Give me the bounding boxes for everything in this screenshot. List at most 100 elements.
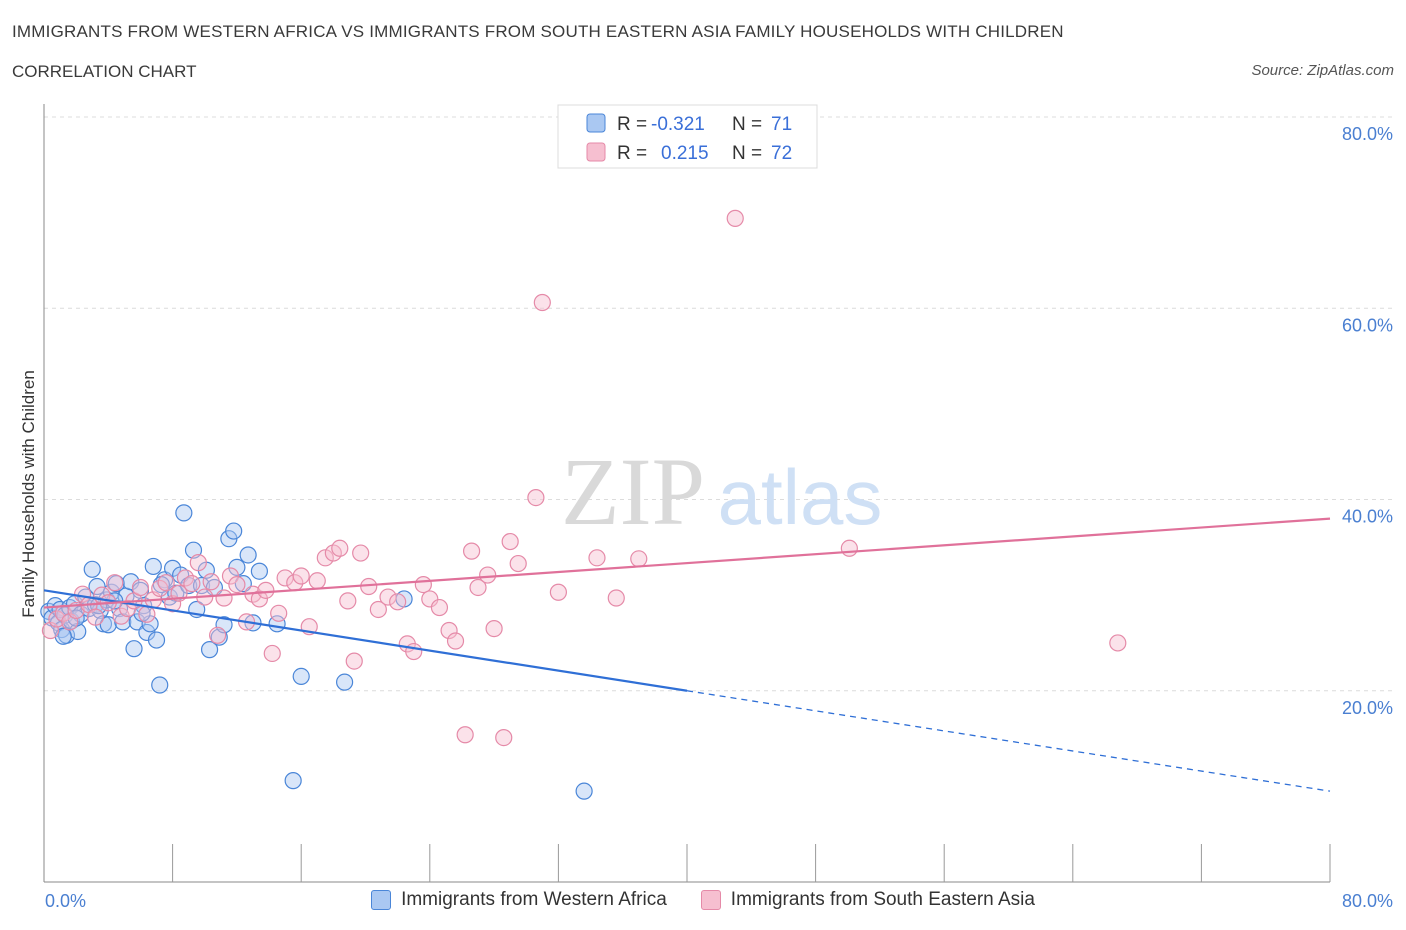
point-south-eastern-asia [462,542,481,560]
x-tick-label-max: 80.0% [1342,891,1393,911]
point-south-eastern-asia [215,589,233,607]
point-south-eastern-asia [86,608,105,626]
point-south-eastern-asia [379,588,397,606]
point-south-eastern-asia [421,590,439,608]
stats-r-value-2: 0.215 [661,143,709,164]
point-south-eastern-asia [221,567,240,585]
trend-lines [43,517,1331,792]
point-south-eastern-asia [414,576,432,594]
point-western-africa [239,546,257,564]
stats-n-value-2: 72 [771,143,792,164]
y-tick-label: 60.0% [1342,315,1393,335]
y-tick-label: 20.0% [1342,698,1393,718]
point-south-eastern-asia [495,729,513,747]
series-legend: Immigrants from Western Africa Immigrant… [0,889,1406,911]
point-western-africa [292,667,310,686]
point-south-eastern-asia [485,619,503,638]
point-south-eastern-asia [228,576,246,594]
point-south-eastern-asia [549,583,568,601]
point-south-eastern-asia [527,488,545,507]
x-tick-label-min: 0.0% [45,891,86,911]
stats-n-label-2: N = [732,143,762,164]
stats-legend: R = -0.321 N = 71 R = 0.215 N = 72 [557,104,818,169]
trend-line-south-eastern-asia [43,517,1331,609]
point-south-eastern-asia [509,554,527,573]
point-western-africa [200,641,219,659]
stats-n-value-1: 71 [771,114,792,135]
y-tick-labels: 20.0% 40.0% 60.0% 80.0% [1342,124,1393,718]
legend-label-south-eastern-asia: Immigrants from South Eastern Asia [730,889,1035,910]
point-western-africa [215,616,233,634]
point-south-eastern-asia [533,293,551,312]
point-western-africa [88,577,106,596]
point-south-eastern-asia [183,575,201,593]
point-western-africa [234,575,252,593]
legend-item-south-eastern-asia: Immigrants from South Eastern Asia [700,889,1035,911]
point-south-eastern-asia [331,539,349,557]
point-south-eastern-asia [389,593,407,611]
point-south-eastern-asia [131,578,150,597]
point-south-eastern-asia [138,605,156,623]
x-axis-ticks [172,844,1331,882]
stats-legend-swatch-pink [586,142,606,162]
watermark-atlas: atlas [718,453,883,541]
watermark-zip: ZIP [561,438,705,545]
trend-line-western-africa-extension [686,690,1331,792]
y-tick-label: 80.0% [1342,124,1393,144]
stats-legend-swatch-blue [586,113,606,133]
gridlines [44,116,1392,692]
series-western-africa-points [40,504,593,800]
point-south-eastern-asia [263,644,281,663]
point-south-eastern-asia [176,569,195,587]
point-south-eastern-asia [339,592,357,610]
point-western-africa [284,772,302,790]
legend-swatch-blue [371,890,392,910]
point-south-eastern-asia [369,600,387,619]
point-south-eastern-asia [726,209,744,227]
point-south-eastern-asia [479,566,497,584]
point-south-eastern-asia [469,578,487,597]
legend-item-western-africa: Immigrants from Western Africa [371,889,667,911]
point-south-eastern-asia [106,574,124,592]
point-western-africa [250,562,269,580]
point-south-eastern-asia [446,632,465,650]
chart-subtitle: CORRELATION CHART [12,62,197,81]
point-western-africa [83,560,101,578]
trend-line-western-africa [43,589,688,692]
point-south-eastern-asia [840,539,858,557]
stats-n-label-1: N = [732,114,762,135]
point-south-eastern-asia [48,610,66,628]
chart-title: IMMIGRANTS FROM WESTERN AFRICA VS IMMIGR… [12,22,1064,41]
point-south-eastern-asia [151,579,169,598]
point-south-eastern-asia [250,590,269,608]
point-south-eastern-asia [209,626,227,644]
point-western-africa [151,676,169,694]
point-western-africa [228,558,246,576]
point-south-eastern-asia [345,652,363,670]
stats-r-value-1: -0.321 [651,114,705,135]
point-south-eastern-asia [607,589,625,607]
point-south-eastern-asia [630,550,648,568]
point-south-eastern-asia [501,532,519,551]
source-credit: Source: ZipAtlas.com [1251,62,1394,79]
point-western-africa [575,782,593,800]
point-western-africa [225,522,243,540]
point-western-africa [144,557,162,576]
point-south-eastern-asia [430,598,449,617]
point-south-eastern-asia [270,604,288,622]
point-south-eastern-asia [308,572,326,590]
point-western-africa [125,640,143,658]
y-tick-label: 40.0% [1342,507,1393,527]
point-south-eastern-asia [257,581,275,599]
legend-swatch-pink [700,890,721,910]
point-western-africa [147,631,166,649]
legend-label-western-africa: Immigrants from Western Africa [401,889,667,910]
point-south-eastern-asia [588,549,606,567]
point-south-eastern-asia [456,726,474,744]
point-south-eastern-asia [316,549,334,567]
stats-r-label-2: R = [617,143,647,164]
point-south-eastern-asia [352,544,370,562]
point-south-eastern-asia [440,621,458,640]
point-western-africa [336,673,354,691]
